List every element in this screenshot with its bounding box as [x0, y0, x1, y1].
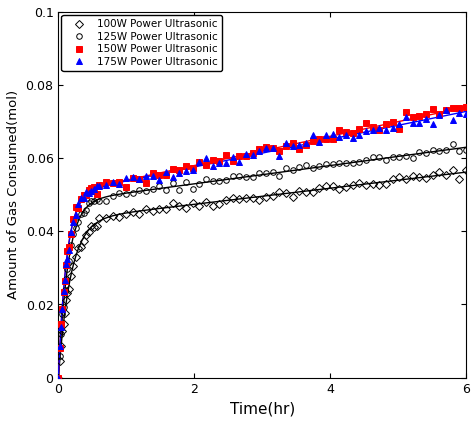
125W Power Ultrasonic [462, 148, 468, 153]
175W Power Ultrasonic [362, 129, 368, 134]
150W Power Ultrasonic [64, 249, 70, 254]
150W Power Ultrasonic [296, 146, 302, 151]
Line: 125W Power Ultrasonic: 125W Power Ultrasonic [56, 142, 468, 380]
150W Power Ultrasonic [462, 105, 468, 110]
125W Power Ultrasonic [136, 188, 142, 193]
100W Power Ultrasonic [55, 375, 61, 380]
X-axis label: Time(hr): Time(hr) [229, 401, 294, 416]
100W Power Ultrasonic [136, 211, 142, 216]
100W Power Ultrasonic [283, 190, 288, 195]
175W Power Ultrasonic [64, 256, 70, 261]
150W Power Ultrasonic [362, 120, 368, 125]
125W Power Ultrasonic [55, 375, 61, 380]
100W Power Ultrasonic [296, 189, 302, 194]
100W Power Ultrasonic [462, 168, 468, 173]
Line: 175W Power Ultrasonic: 175W Power Ultrasonic [56, 107, 468, 380]
Line: 100W Power Ultrasonic: 100W Power Ultrasonic [56, 168, 468, 380]
100W Power Ultrasonic [362, 182, 368, 187]
125W Power Ultrasonic [362, 157, 368, 162]
150W Power Ultrasonic [55, 375, 61, 380]
175W Power Ultrasonic [223, 161, 228, 166]
Line: 150W Power Ultrasonic: 150W Power Ultrasonic [56, 104, 468, 380]
100W Power Ultrasonic [64, 291, 70, 296]
Legend: 100W Power Ultrasonic, 125W Power Ultrasonic, 150W Power Ultrasonic, 175W Power : 100W Power Ultrasonic, 125W Power Ultras… [61, 15, 221, 71]
125W Power Ultrasonic [223, 177, 228, 182]
125W Power Ultrasonic [449, 142, 455, 147]
150W Power Ultrasonic [223, 153, 228, 158]
Y-axis label: Amount of Gas Consumed(mol): Amount of Gas Consumed(mol) [7, 90, 20, 299]
175W Power Ultrasonic [136, 176, 142, 181]
175W Power Ultrasonic [442, 107, 448, 113]
100W Power Ultrasonic [223, 198, 228, 203]
175W Power Ultrasonic [296, 143, 302, 148]
175W Power Ultrasonic [283, 141, 288, 146]
175W Power Ultrasonic [55, 375, 61, 380]
125W Power Ultrasonic [283, 165, 288, 170]
125W Power Ultrasonic [296, 164, 302, 169]
175W Power Ultrasonic [462, 112, 468, 117]
150W Power Ultrasonic [283, 144, 288, 149]
150W Power Ultrasonic [136, 177, 142, 182]
125W Power Ultrasonic [64, 266, 70, 272]
100W Power Ultrasonic [449, 168, 455, 173]
